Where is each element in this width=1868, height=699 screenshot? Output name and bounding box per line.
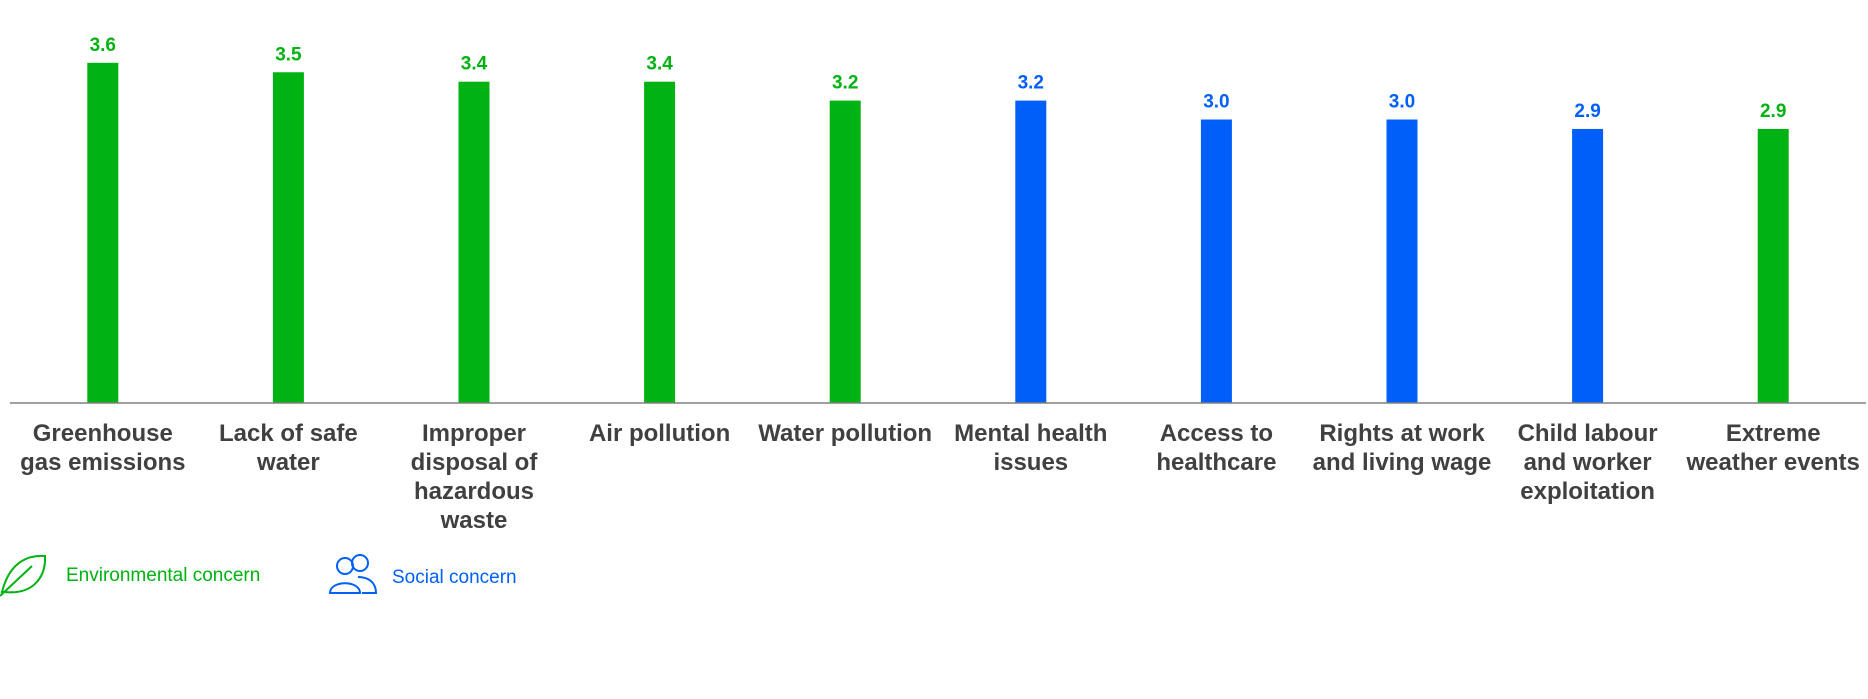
bar xyxy=(458,81,490,403)
legend-label: Environmental concern xyxy=(66,565,261,586)
value-label: 3.0 xyxy=(1203,92,1229,113)
x-tick-label: Greenhouse gas emissions xyxy=(20,420,186,476)
x-tick-label: Access to healthcare xyxy=(1156,420,1277,476)
people-icon xyxy=(328,554,378,594)
bar xyxy=(1386,119,1418,403)
value-label: 3.0 xyxy=(1389,92,1415,113)
value-label: 3.2 xyxy=(832,73,858,94)
value-label: 2.9 xyxy=(1760,101,1786,122)
bar xyxy=(1572,128,1604,403)
x-tick-label: Improper disposal of hazardous waste xyxy=(410,420,538,534)
bar xyxy=(1015,100,1047,403)
x-tick-label: Air pollution xyxy=(588,420,731,447)
bar xyxy=(1200,119,1232,403)
value-label: 2.9 xyxy=(1574,101,1600,122)
bar xyxy=(1757,128,1789,403)
bar xyxy=(272,72,304,403)
x-tick-label: Rights at work and living wage xyxy=(1312,420,1492,476)
leaf-icon xyxy=(0,554,47,597)
legend-label: Social concern xyxy=(392,567,517,588)
value-label: 3.6 xyxy=(90,35,116,56)
x-tick-label: Child labour and worker exploitation xyxy=(1517,420,1658,505)
bar xyxy=(87,62,119,404)
bar xyxy=(829,100,861,403)
x-tick-label: Water pollution xyxy=(758,420,933,447)
value-label: 3.2 xyxy=(1018,73,1044,94)
value-label: 3.4 xyxy=(461,54,488,75)
value-label: 3.5 xyxy=(275,44,302,65)
x-tick-label: Lack of safe water xyxy=(219,420,358,476)
x-tick-label: Mental health issues xyxy=(954,420,1108,476)
bar xyxy=(644,81,676,403)
value-label: 3.4 xyxy=(646,54,673,75)
x-tick-label: Extreme weather events xyxy=(1686,420,1860,476)
